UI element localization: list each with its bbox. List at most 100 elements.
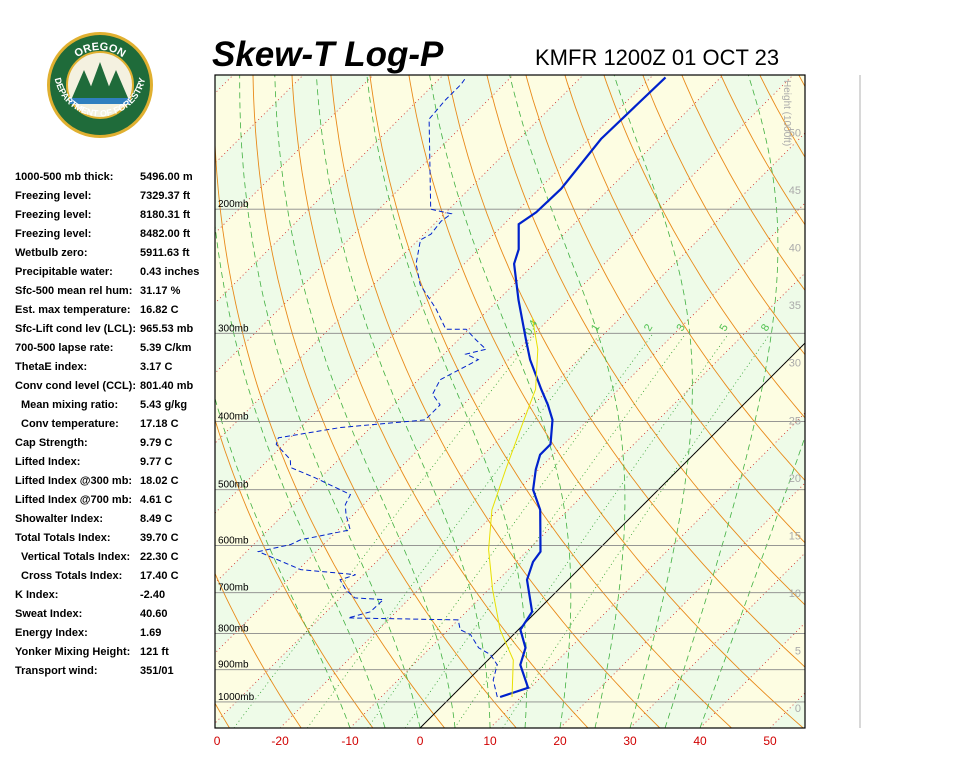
x-tick-label: 40 xyxy=(693,734,707,748)
mixing-ratio-line xyxy=(306,333,601,728)
index-label: Cap Strength: xyxy=(15,437,88,449)
profile-line xyxy=(256,77,498,698)
index-label: Freezing level: xyxy=(15,228,91,240)
x-tick-label: -10 xyxy=(341,734,359,748)
index-label: Precipitable water: xyxy=(15,266,113,278)
dry-adiabat xyxy=(564,75,805,482)
index-label: Conv temperature: xyxy=(21,418,119,430)
index-value: 8.49 C xyxy=(140,513,172,525)
index-value: 3.17 C xyxy=(140,361,172,373)
height-tick-label: 30 xyxy=(789,358,801,370)
moist-adiabat xyxy=(509,75,626,728)
pressure-label: 600mb xyxy=(218,536,249,547)
index-label: Lifted Index: xyxy=(15,456,80,468)
dry-adiabat xyxy=(408,75,804,728)
dry-adiabat xyxy=(955,75,960,728)
plot-profiles xyxy=(256,76,667,699)
index-value: 9.79 C xyxy=(140,437,172,449)
height-tick-label: 45 xyxy=(789,185,801,197)
index-value: 40.60 xyxy=(140,608,168,620)
dry-adiabat xyxy=(720,75,805,226)
isotherm-band xyxy=(630,553,805,728)
index-value: 965.53 mb xyxy=(140,323,193,335)
height-tick-label: 0 xyxy=(795,703,801,715)
index-value: 22.30 C xyxy=(140,551,179,563)
index-label: Conv cond level (CCL): xyxy=(15,380,136,392)
index-label: Energy Index: xyxy=(15,627,88,639)
dry-adiabat xyxy=(447,75,805,668)
index-value: 8180.31 ft xyxy=(140,209,190,221)
dry-adiabat xyxy=(838,75,960,728)
pressure-label: 1000mb xyxy=(218,692,255,703)
height-tick-label: 40 xyxy=(789,243,801,255)
plot-frame xyxy=(214,74,806,729)
height-tick-label: 25 xyxy=(789,415,801,427)
isotherm-band xyxy=(560,483,805,728)
isotherm-band xyxy=(215,75,805,724)
mixing-ratio-line xyxy=(502,333,771,728)
index-label: K Index: xyxy=(15,589,58,601)
moist-adiabat xyxy=(699,435,805,728)
index-value: 5.39 C/km xyxy=(140,342,192,354)
isotherm-band xyxy=(215,133,805,728)
index-label: Freezing level: xyxy=(15,209,91,221)
index-label: Sfc-500 mean rel hum: xyxy=(15,285,132,297)
moist-adiabat xyxy=(366,75,528,728)
index-label: Sweat Index: xyxy=(15,608,82,620)
index-label: 700-500 lapse rate: xyxy=(15,342,113,354)
chart-subtitle: KMFR 1200Z 01 OCT 23 xyxy=(535,45,779,70)
pressure-label: 900mb xyxy=(218,660,249,671)
x-tick-label: 0 xyxy=(214,734,221,748)
index-value: 5.43 g/kg xyxy=(140,399,187,411)
logo-water xyxy=(70,98,130,104)
index-label: Freezing level: xyxy=(15,190,91,202)
pressure-label: 700mb xyxy=(218,583,249,594)
mixing-ratio-label: 1 xyxy=(589,322,602,333)
index-label: Vertical Totals Index: xyxy=(21,551,130,563)
index-label: Showalter Index: xyxy=(15,513,103,525)
profile-line xyxy=(488,317,539,698)
index-value: 4.61 C xyxy=(140,494,172,506)
height-tick-label: 20 xyxy=(789,473,801,485)
indices-table: 1000-500 mb thick: 5496.00 m Freezing leve… xyxy=(15,171,199,677)
index-label: 1000-500 mb thick: xyxy=(15,171,113,183)
pressure-label: 200mb xyxy=(218,199,249,210)
dry-adiabat xyxy=(603,75,805,419)
height-tick-label: 5 xyxy=(795,645,801,657)
index-value: 121 ft xyxy=(140,646,169,658)
index-value: 9.77 C xyxy=(140,456,172,468)
moist-adiabat xyxy=(215,221,386,728)
chart-title: Skew-T Log-P xyxy=(212,35,444,74)
index-value: 31.17 % xyxy=(140,285,181,297)
moist-adiabat xyxy=(274,75,456,728)
x-tick-label: 30 xyxy=(623,734,637,748)
moist-adiabat xyxy=(215,396,351,728)
index-label: ThetaE index: xyxy=(15,361,87,373)
pressure-label: 300mb xyxy=(218,323,249,334)
index-label: Mean mixing ratio: xyxy=(21,399,118,411)
isotherm xyxy=(840,75,960,728)
moist-adiabat xyxy=(664,75,779,728)
index-value: 0.43 inches xyxy=(140,266,199,278)
logo-trees xyxy=(72,62,128,100)
height-tick-label: 15 xyxy=(789,530,801,542)
x-tick-label: 20 xyxy=(553,734,567,748)
dry-adiabat xyxy=(486,75,805,606)
x-tick-label: 10 xyxy=(483,734,497,748)
index-label: Lifted Index @700 mb: xyxy=(15,494,132,506)
index-label: Wetbulb zero: xyxy=(15,247,88,259)
mixing-ratio-line xyxy=(454,333,730,728)
index-value: 39.70 C xyxy=(140,532,179,544)
plot-background: 0.4 1 2 3 5 8 xyxy=(215,75,960,728)
pressure-label: 500mb xyxy=(218,480,249,491)
index-value: 5496.00 m xyxy=(140,171,193,183)
index-label: Est. max temperature: xyxy=(15,304,131,316)
index-value: 18.02 C xyxy=(140,475,179,487)
index-label: Cross Totals Index: xyxy=(21,570,122,582)
logo-top-text: OREGON xyxy=(72,41,127,60)
dry-adiabat xyxy=(642,75,805,356)
dry-adiabat xyxy=(369,75,732,728)
logo: OREGON DEPARTMENT OF FORESTRY xyxy=(47,32,153,138)
